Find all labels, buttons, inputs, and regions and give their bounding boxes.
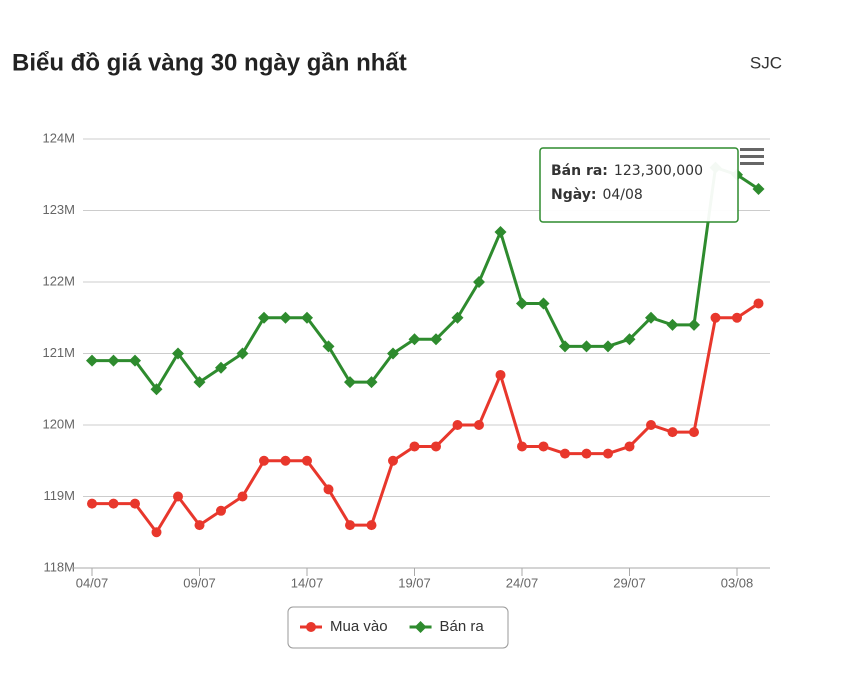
- legend-box: [287, 606, 509, 649]
- point: [516, 297, 528, 310]
- x-tick-label: 04/07: [76, 575, 109, 590]
- x-tick-label: 14/07: [291, 575, 324, 590]
- y-tick-label: 123M: [42, 202, 75, 217]
- x-tick-label: 09/07: [183, 575, 216, 590]
- point: [87, 498, 97, 509]
- point: [388, 455, 398, 466]
- point: [258, 311, 270, 324]
- point: [666, 318, 679, 331]
- point: [538, 441, 549, 452]
- point: [646, 420, 656, 430]
- point: [689, 427, 699, 438]
- point: [667, 427, 678, 438]
- tooltip-date-label: Ngày:: [551, 187, 596, 203]
- point: [517, 441, 527, 452]
- point: [451, 311, 464, 324]
- point: [280, 455, 291, 466]
- point: [623, 333, 636, 346]
- point: [345, 520, 355, 531]
- point: [495, 369, 506, 380]
- point: [688, 318, 700, 331]
- point: [322, 340, 335, 353]
- point: [580, 340, 593, 353]
- legend-label[interactable]: Bán ra: [440, 618, 485, 635]
- chart-title: Biểu đồ giá vàng 30 ngày gần nhất: [12, 49, 407, 76]
- point: [216, 505, 226, 516]
- point: [645, 311, 657, 324]
- y-tick-label: 118M: [43, 559, 75, 574]
- tooltip-date: 04/08: [602, 187, 642, 203]
- point: [108, 498, 119, 509]
- point: [215, 361, 227, 374]
- point: [753, 298, 764, 309]
- x-tick-label: 29/07: [613, 575, 646, 590]
- point: [173, 491, 183, 502]
- point: [86, 354, 98, 367]
- point: [302, 455, 312, 466]
- point: [409, 441, 420, 452]
- tooltip-series: Bán ra:: [551, 163, 608, 179]
- menu-bar[interactable]: [740, 162, 764, 165]
- point: [236, 347, 249, 360]
- point: [560, 448, 570, 459]
- menu-bar[interactable]: [740, 148, 764, 151]
- chart-subtitle: SJC: [750, 53, 782, 72]
- x-tick-label: 24/07: [506, 575, 539, 590]
- point: [344, 376, 356, 389]
- legend-marker: [414, 621, 427, 633]
- point: [474, 420, 484, 430]
- point: [602, 340, 614, 353]
- tooltip-box: [539, 147, 739, 223]
- y-tick-label: 122M: [42, 273, 75, 288]
- point: [107, 354, 120, 367]
- point: [710, 312, 721, 323]
- x-tick-label: 03/08: [721, 575, 754, 590]
- point: [430, 333, 442, 346]
- point: [194, 520, 205, 531]
- point: [130, 498, 140, 509]
- point: [387, 347, 399, 360]
- point: [259, 455, 269, 466]
- y-tick-label: 121M: [42, 345, 75, 360]
- point: [365, 376, 378, 389]
- point: [279, 311, 292, 324]
- point: [473, 276, 485, 288]
- point: [603, 448, 613, 459]
- point: [537, 297, 550, 310]
- point: [301, 311, 313, 324]
- point: [151, 527, 162, 538]
- point: [193, 376, 206, 389]
- point: [752, 183, 765, 196]
- point: [408, 333, 421, 346]
- y-tick-label: 119M: [43, 488, 75, 503]
- point: [732, 312, 742, 323]
- point: [129, 354, 141, 367]
- point: [150, 383, 163, 396]
- point: [624, 441, 635, 452]
- y-tick-label: 124M: [42, 130, 75, 145]
- point: [172, 347, 184, 360]
- menu-icon[interactable]: [740, 148, 764, 165]
- point: [494, 225, 507, 238]
- legend-label[interactable]: Mua vào: [330, 618, 388, 635]
- point: [581, 448, 592, 459]
- point: [431, 441, 441, 452]
- point: [237, 491, 248, 502]
- point: [452, 420, 463, 430]
- menu-bar[interactable]: [740, 155, 764, 158]
- point: [323, 484, 334, 495]
- point: [366, 520, 377, 531]
- y-tick-label: 120M: [42, 416, 75, 431]
- tooltip-value: 123,300,000: [614, 163, 703, 179]
- legend-marker: [306, 622, 316, 632]
- x-tick-label: 19/07: [398, 575, 431, 590]
- point: [559, 340, 571, 353]
